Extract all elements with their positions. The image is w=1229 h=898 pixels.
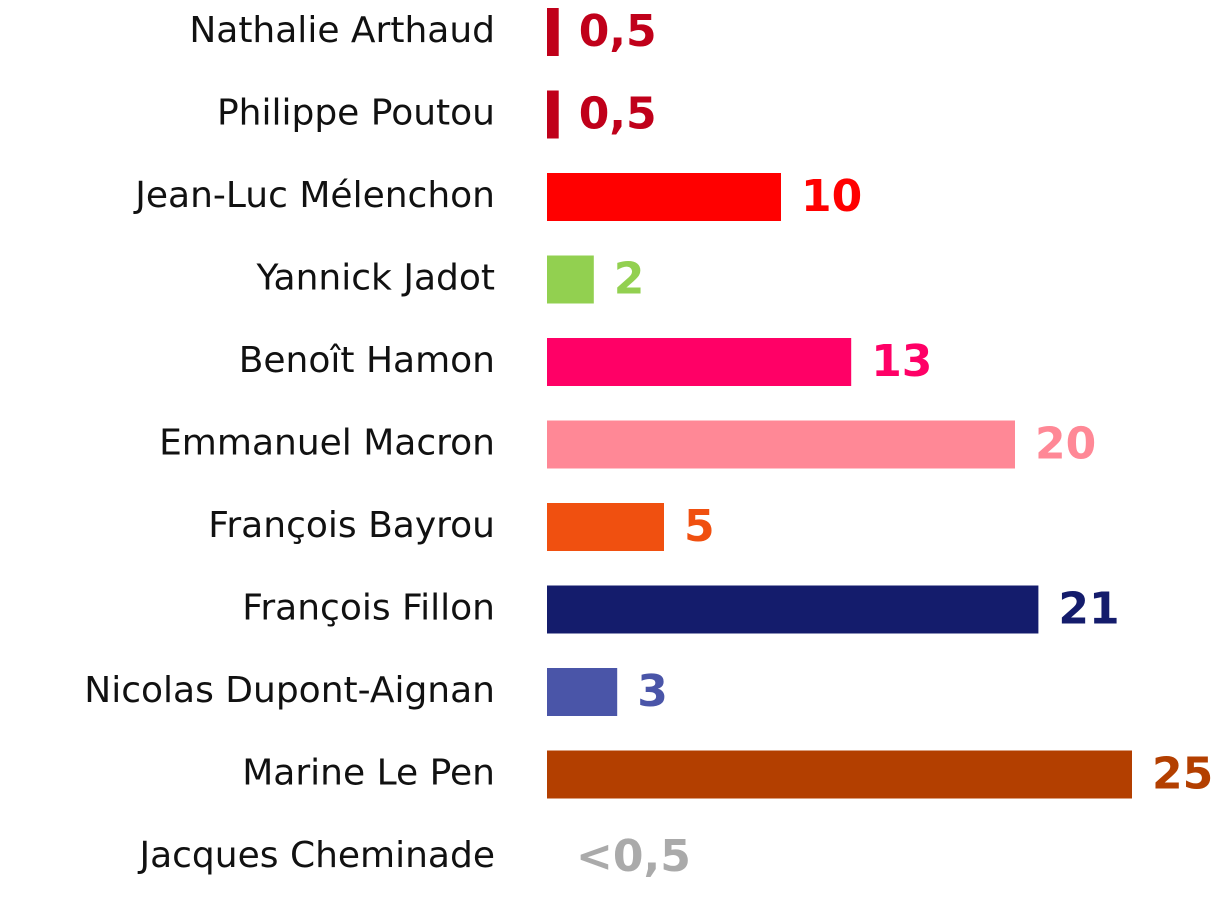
category-label: Philippe Poutou: [217, 93, 495, 134]
value-label: 10: [801, 171, 862, 222]
category-label: Emmanuel Macron: [159, 423, 495, 464]
value-label: 5: [684, 501, 715, 552]
value-label: 2: [614, 254, 645, 305]
bar: [547, 90, 559, 139]
bar: [547, 585, 1039, 634]
bar: [547, 668, 618, 716]
value-label: 13: [871, 336, 932, 387]
category-label: Yannick Jadot: [256, 258, 495, 299]
category-label: Marine Le Pen: [242, 753, 495, 794]
category-label: Benoît Hamon: [239, 340, 495, 381]
value-label: <0,5: [576, 831, 691, 882]
bar: [547, 173, 781, 221]
bar: [547, 338, 852, 386]
value-label: 20: [1035, 419, 1096, 470]
bar: [547, 750, 1132, 799]
category-label: François Fillon: [242, 588, 495, 629]
category-label: Jean-Luc Mélenchon: [133, 175, 495, 216]
category-label: François Bayrou: [208, 505, 495, 546]
value-label: 3: [637, 666, 668, 717]
category-label: Nicolas Dupont-Aignan: [84, 670, 495, 711]
bar: [547, 8, 559, 56]
value-label: 0,5: [579, 6, 657, 57]
value-label: 21: [1058, 584, 1119, 635]
value-label: 25: [1152, 749, 1213, 800]
bar: [547, 420, 1015, 469]
bar: [547, 503, 664, 551]
value-label: 0,5: [579, 89, 657, 140]
category-label: Jacques Cheminade: [137, 835, 495, 876]
bar: [547, 255, 594, 304]
category-label: Nathalie Arthaud: [189, 10, 495, 51]
